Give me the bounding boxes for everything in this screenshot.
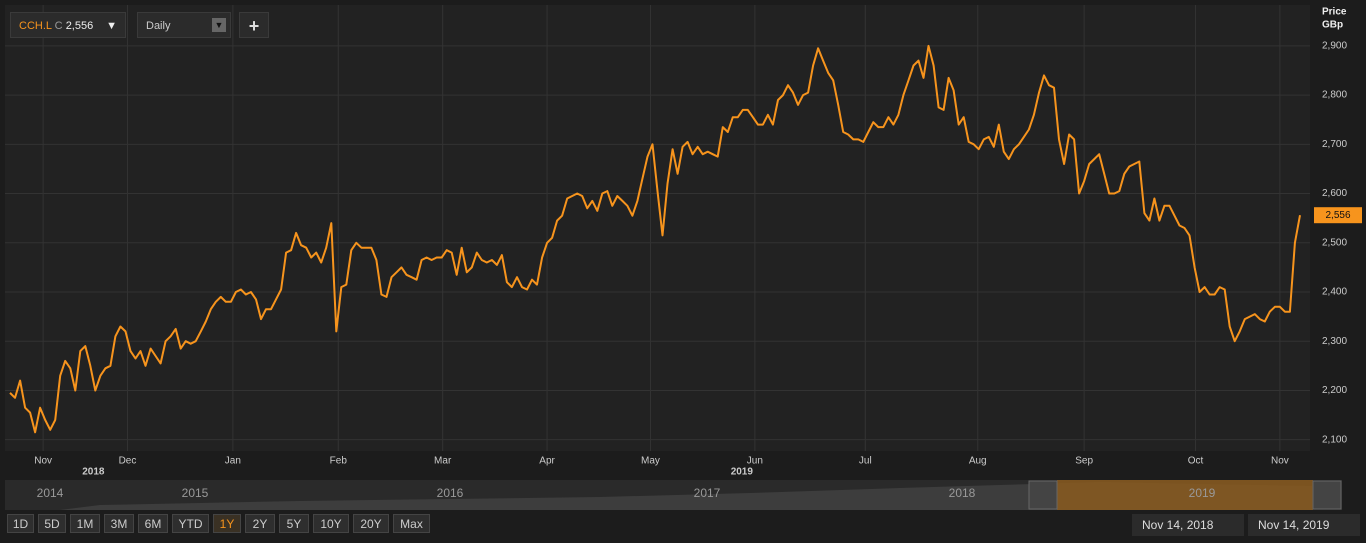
x-tick-label: Nov [34, 456, 52, 467]
navigator-area [60, 482, 1312, 510]
x-tick-label: Oct [1188, 456, 1204, 467]
interval-box[interactable]: Daily ▼ [137, 12, 231, 38]
range-button[interactable]: 5D [38, 514, 66, 533]
y-tick-label: 2,800 [1322, 90, 1347, 101]
x-tick-label: Dec [119, 456, 137, 467]
end-date[interactable]: Nov 14, 2019 [1248, 514, 1360, 536]
range-button[interactable]: 3M [104, 514, 134, 533]
close-prefix: C [54, 20, 63, 32]
y-tick-label: 2,200 [1322, 385, 1347, 396]
interval: Daily [146, 20, 171, 32]
range-button[interactable]: 2Y [245, 514, 275, 533]
chart: Price GBp 2,100 2,200 2,300 2,400 2,500 2,600… [5, 5, 1362, 510]
range-button[interactable]: 20Y [353, 514, 389, 533]
y-tick-label: 2,300 [1322, 336, 1347, 347]
close-value: 2,556 [65, 20, 94, 32]
add-button[interactable]: + [239, 12, 269, 38]
x-tick-label: Aug [969, 456, 987, 467]
x-axis-band [5, 451, 1310, 478]
y-tick-label: 2,100 [1322, 434, 1347, 445]
navigator-year: 2016 [437, 486, 464, 500]
x-tick-label: Jan [225, 456, 241, 467]
range-button[interactable]: 1Y [213, 514, 241, 533]
y-axis-title: GBp [1322, 20, 1343, 31]
x-tick-label: Nov [1271, 456, 1289, 467]
x-year-label: 2018 [82, 467, 105, 478]
y-tick-label: 2,700 [1322, 139, 1347, 150]
x-tick-label: Mar [434, 456, 452, 467]
range-button[interactable]: YTD [172, 514, 209, 533]
navigator-handle[interactable] [1028, 480, 1058, 510]
y-tick-label: 2,900 [1322, 40, 1347, 51]
navigator-year: 2019 [1189, 486, 1216, 500]
y-tick-label: 2,500 [1322, 237, 1347, 248]
range-button[interactable]: Max [393, 514, 430, 533]
x-year-label: 2019 [731, 467, 754, 478]
x-tick-label: Sep [1075, 456, 1093, 467]
plot-area [5, 5, 1310, 451]
range-button[interactable]: 1M [70, 514, 100, 533]
last-price-box [1314, 207, 1362, 224]
dropdown-arrow: ▼ [106, 20, 117, 32]
range-button[interactable]: 1D [7, 514, 34, 533]
last-price-label: 2,556 [1325, 210, 1350, 221]
navigator-year: 2018 [949, 486, 976, 500]
date-text: Nov 14, 2019 [1258, 518, 1330, 532]
x-tick-label: Jul [859, 456, 872, 467]
x-tick-label: Apr [539, 456, 555, 467]
navigator-selection[interactable] [1057, 480, 1313, 510]
navigator-year: 2017 [694, 486, 721, 500]
range-button[interactable]: 6M [138, 514, 168, 533]
x-tick-label: May [641, 456, 660, 467]
start-date[interactable]: Nov 14, 2018 [1132, 514, 1244, 536]
y-tick-label: 2,600 [1322, 188, 1347, 199]
x-tick-label: Feb [330, 456, 348, 467]
symbol-box[interactable]: CCH.L C 2,556 ▼ [10, 12, 126, 38]
symbol: CCH.L [19, 20, 52, 32]
y-axis-title: Price [1322, 7, 1347, 18]
navigator-year: 2015 [182, 486, 209, 500]
date-text: Nov 14, 2018 [1142, 518, 1214, 532]
dropdown-arrow: ▼ [212, 18, 226, 32]
navigator-handle[interactable] [1312, 480, 1342, 510]
y-tick-label: 2,400 [1322, 287, 1347, 298]
price-line [9, 44, 1301, 434]
range-button[interactable]: 5Y [279, 514, 309, 533]
navigator-year: 2014 [37, 486, 64, 500]
x-tick-label: Jun [747, 456, 763, 467]
range-button[interactable]: 10Y [313, 514, 349, 533]
